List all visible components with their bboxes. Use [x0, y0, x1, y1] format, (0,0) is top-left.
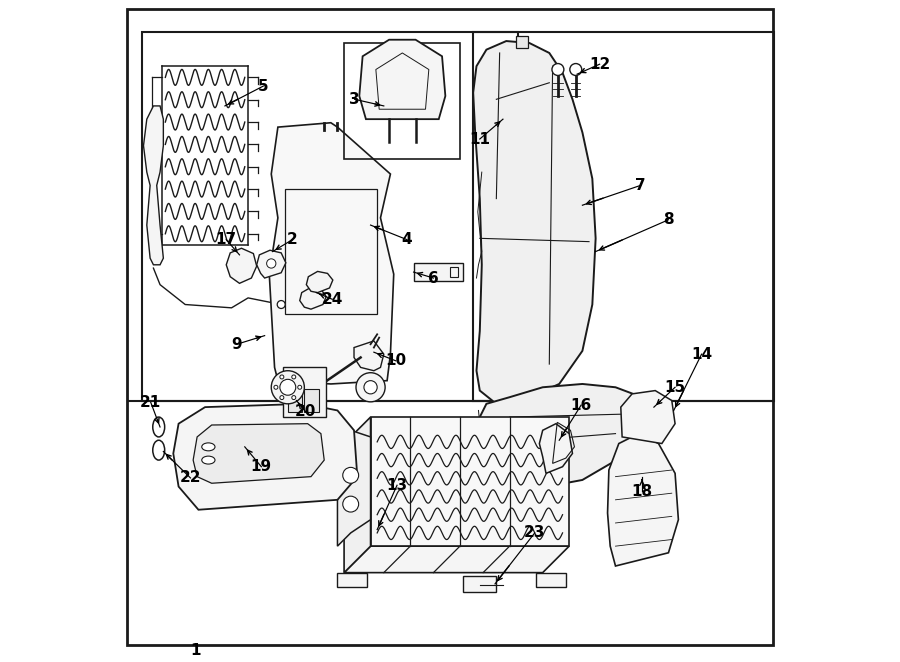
Circle shape — [277, 301, 285, 308]
Polygon shape — [344, 546, 569, 573]
Bar — [344, 43, 460, 159]
Text: 11: 11 — [469, 132, 491, 146]
Text: 16: 16 — [571, 398, 591, 412]
Ellipse shape — [153, 417, 165, 437]
Polygon shape — [371, 417, 569, 546]
Circle shape — [274, 385, 278, 389]
Polygon shape — [338, 573, 367, 587]
Text: 24: 24 — [321, 292, 343, 307]
Bar — [450, 267, 458, 277]
Text: 10: 10 — [385, 354, 406, 368]
Polygon shape — [464, 576, 496, 592]
Text: 17: 17 — [216, 232, 237, 247]
Circle shape — [343, 496, 358, 512]
Ellipse shape — [202, 456, 215, 464]
Circle shape — [280, 396, 284, 400]
Text: 22: 22 — [180, 471, 202, 485]
Circle shape — [552, 64, 564, 75]
Text: 6: 6 — [428, 271, 439, 285]
Text: 7: 7 — [635, 178, 646, 193]
Polygon shape — [344, 417, 371, 573]
Circle shape — [343, 467, 358, 483]
Ellipse shape — [202, 443, 215, 451]
Circle shape — [364, 381, 377, 394]
Circle shape — [280, 375, 284, 379]
Polygon shape — [473, 384, 649, 490]
Text: 13: 13 — [386, 478, 408, 493]
Text: 14: 14 — [691, 347, 712, 361]
Bar — [517, 36, 528, 48]
Polygon shape — [256, 250, 286, 278]
Polygon shape — [338, 430, 371, 546]
Circle shape — [271, 371, 304, 404]
Polygon shape — [473, 41, 596, 404]
Text: 2: 2 — [287, 232, 298, 247]
Circle shape — [292, 396, 296, 400]
Polygon shape — [536, 573, 566, 587]
Polygon shape — [354, 341, 383, 371]
Bar — [414, 263, 464, 281]
Text: 3: 3 — [349, 92, 360, 107]
Circle shape — [298, 385, 302, 389]
Polygon shape — [621, 391, 675, 444]
Polygon shape — [359, 40, 446, 119]
Polygon shape — [174, 404, 357, 510]
Bar — [284, 189, 377, 314]
Polygon shape — [539, 424, 572, 473]
Ellipse shape — [153, 440, 165, 460]
Text: 18: 18 — [632, 484, 652, 498]
Circle shape — [266, 259, 276, 268]
Text: 21: 21 — [140, 395, 161, 410]
Bar — [473, 32, 774, 401]
Text: 1: 1 — [190, 643, 201, 657]
Circle shape — [280, 379, 296, 395]
Text: 15: 15 — [664, 380, 686, 395]
Text: 20: 20 — [295, 404, 317, 419]
Text: 8: 8 — [663, 213, 674, 227]
Bar — [141, 32, 518, 401]
Polygon shape — [226, 248, 256, 283]
Bar — [288, 389, 302, 412]
Polygon shape — [306, 271, 333, 293]
Text: 9: 9 — [231, 337, 242, 352]
Polygon shape — [608, 434, 679, 566]
Polygon shape — [269, 122, 393, 384]
Text: 4: 4 — [401, 232, 412, 247]
Text: 12: 12 — [589, 57, 610, 71]
Text: 23: 23 — [524, 526, 545, 540]
Bar — [284, 367, 326, 417]
Text: 19: 19 — [251, 459, 272, 474]
Circle shape — [570, 64, 581, 75]
Circle shape — [292, 375, 296, 379]
Polygon shape — [194, 424, 324, 483]
Text: 5: 5 — [258, 79, 268, 93]
Polygon shape — [143, 106, 164, 265]
Polygon shape — [300, 287, 326, 309]
Circle shape — [356, 373, 385, 402]
Bar — [304, 389, 319, 412]
